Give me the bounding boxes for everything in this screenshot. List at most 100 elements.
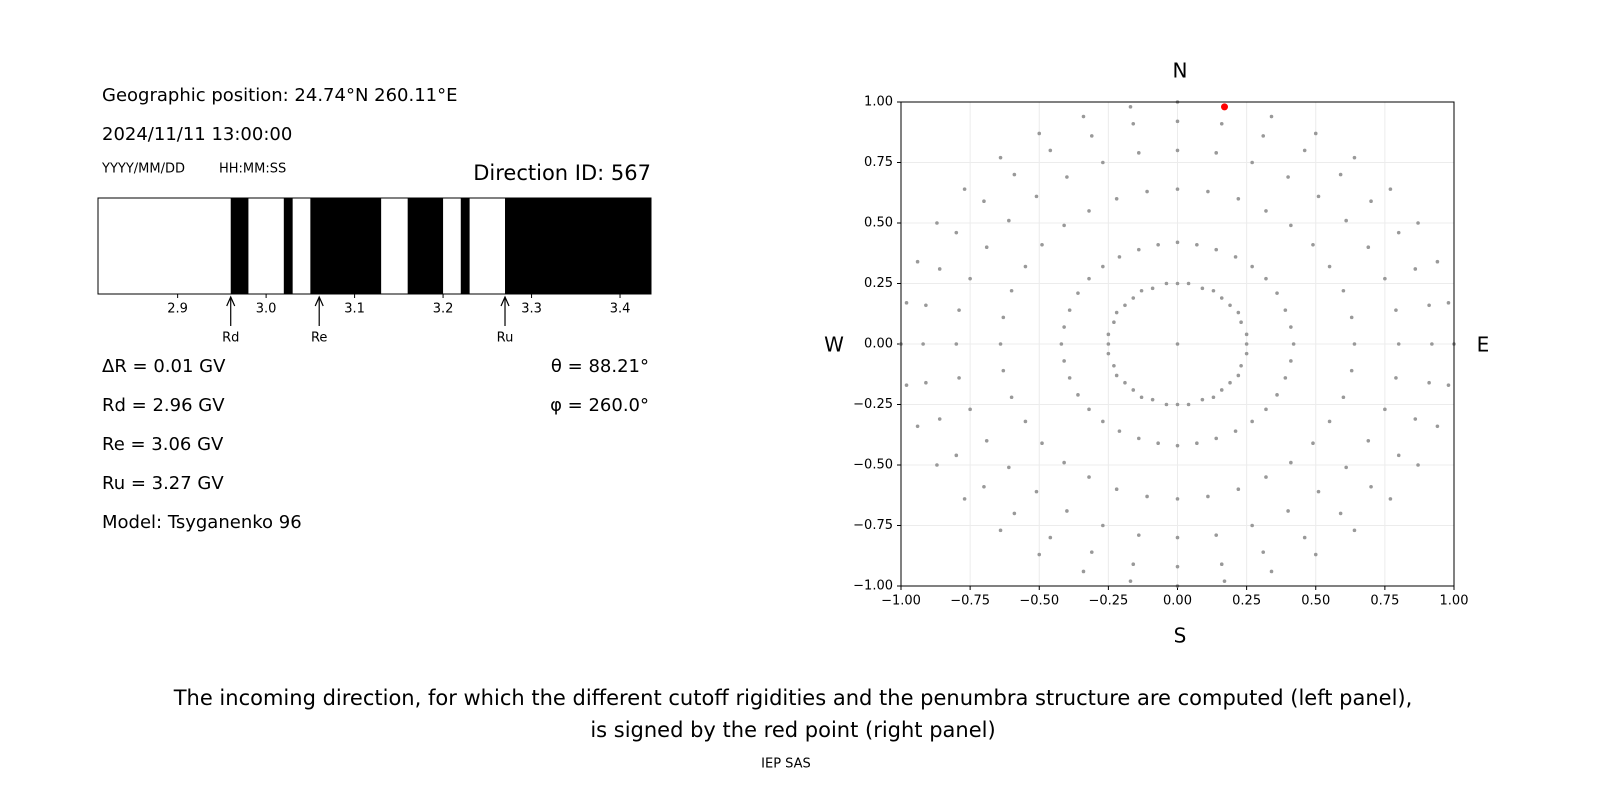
direction-point: [1145, 494, 1149, 499]
arrow-head: [500, 295, 510, 307]
direction-point: [1338, 172, 1343, 177]
direction-point: [1261, 550, 1266, 554]
direction-point: [1114, 197, 1119, 201]
direction-point: [1388, 497, 1393, 501]
x-tick-label: −0.50: [1019, 594, 1059, 609]
direction-point: [1413, 267, 1418, 271]
direction-point: [1394, 376, 1398, 380]
direction-point: [984, 439, 989, 443]
direction-point: [1114, 373, 1119, 378]
direction-point: [954, 342, 959, 346]
x-tick-label: −0.75: [950, 594, 990, 609]
direction-point: [1349, 368, 1354, 373]
direction-point: [1037, 552, 1042, 557]
x-tick-label: 3.4: [610, 302, 631, 317]
direction-point: [1369, 484, 1373, 489]
direction-point: [1175, 148, 1180, 153]
direction-point: [998, 342, 1003, 346]
direction-point: [1219, 388, 1224, 392]
direction-point: [1222, 579, 1227, 583]
direction-point: [1175, 342, 1180, 346]
selected-direction: [1221, 103, 1229, 111]
direction-point: [1283, 376, 1288, 380]
arrow-head: [226, 295, 236, 307]
arrow-head: [314, 295, 324, 307]
direction-point: [937, 267, 942, 271]
compass-east: E: [1477, 333, 1490, 357]
direction-point: [1214, 533, 1219, 537]
direction-point: [1076, 393, 1080, 397]
forbidden-band: [283, 198, 293, 294]
direction-point: [1236, 373, 1241, 378]
direction-point: [1175, 240, 1180, 245]
direction-point: [1195, 242, 1199, 247]
direction-point: [1128, 579, 1133, 583]
direction-point: [1048, 148, 1053, 153]
direction-point: [1289, 223, 1293, 228]
direction-point: [1250, 160, 1254, 165]
forbidden-band: [505, 198, 651, 294]
direction-point: [1211, 395, 1216, 400]
x-tick-label: 0.75: [1370, 594, 1399, 609]
direction-point: [1430, 342, 1434, 346]
direction-point: [1009, 395, 1014, 400]
direction-point: [1139, 395, 1144, 400]
forbidden-band: [407, 198, 444, 294]
caption: The incoming direction, for which the di…: [173, 686, 1413, 710]
direction-point: [1416, 221, 1420, 225]
direction-point: [1112, 363, 1116, 368]
x-tick-label: −1.00: [881, 594, 921, 609]
y-tick-label: −0.50: [853, 458, 893, 473]
direction-point: [1087, 407, 1091, 412]
direction-point: [1175, 281, 1180, 286]
direction-point: [1427, 380, 1431, 385]
direction-point: [1062, 223, 1066, 228]
footer: IEP SAS: [761, 757, 811, 772]
direction-point: [1313, 131, 1318, 136]
y-tick-label: −1.00: [853, 579, 893, 594]
y-tick-label: 0.50: [864, 216, 893, 231]
direction-point: [1034, 489, 1039, 494]
direction-point: [1034, 194, 1039, 199]
direction-point: [1067, 376, 1072, 380]
direction-point: [1040, 242, 1044, 247]
compass-north: N: [1173, 59, 1188, 83]
direction-point: [1123, 303, 1127, 308]
direction-point: [1128, 105, 1133, 109]
direction-point: [1037, 131, 1042, 136]
direction-point: [1081, 569, 1086, 574]
direction-point: [1206, 494, 1210, 499]
direction-point: [1131, 296, 1136, 300]
direction-point: [1114, 310, 1119, 315]
direction-point: [1344, 218, 1348, 223]
direction-point: [1156, 441, 1160, 446]
direction-point: [1001, 315, 1006, 320]
direction-point: [1136, 247, 1141, 252]
direction-point: [1435, 259, 1440, 264]
direction-point: [1289, 359, 1293, 363]
compass-west: W: [824, 333, 844, 357]
direction-point: [1089, 550, 1094, 554]
direction-point: [1250, 419, 1254, 424]
direction-point: [1302, 535, 1307, 540]
direction-point: [1338, 511, 1343, 516]
direction-point: [1023, 419, 1028, 424]
direction-point: [1396, 453, 1401, 458]
time-format: HH:MM:SS: [219, 162, 286, 177]
direction-point: [1062, 325, 1066, 329]
direction-point: [1286, 175, 1290, 179]
direction-point: [1396, 342, 1401, 346]
direction-point: [904, 301, 909, 305]
result: ΔR = 0.01 GV: [102, 356, 226, 377]
direction-point: [1233, 255, 1238, 259]
direction-point: [957, 376, 961, 380]
direction-point: [915, 259, 920, 264]
direction-point: [1087, 209, 1091, 213]
direction-point: [1341, 395, 1346, 400]
direction-point: [1344, 465, 1348, 470]
direction-point: [1219, 121, 1224, 126]
direction-point: [1001, 368, 1006, 373]
direction-point: [1275, 291, 1279, 295]
y-tick-label: −0.75: [853, 518, 893, 533]
direction-point: [1214, 436, 1219, 441]
